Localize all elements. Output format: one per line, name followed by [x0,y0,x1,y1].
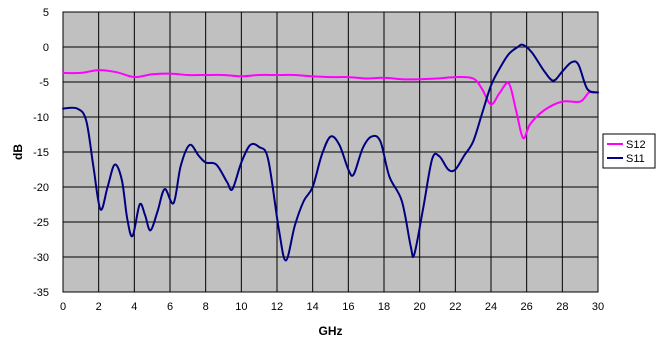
x-tick-label: 10 [235,301,247,313]
x-axis-ticks: 0 2 4 6 8 10 12 14 16 18 20 22 24 26 28 30 [60,301,604,313]
x-tick-label: 24 [485,301,497,313]
x-tick-label: 8 [203,301,209,313]
y-tick-label: -30 [33,252,49,264]
x-tick-label: 12 [271,301,283,313]
x-tick-label: 22 [449,301,461,313]
x-tick-label: 30 [592,301,604,313]
y-tick-label: 5 [43,7,49,19]
legend-box [602,133,656,169]
y-tick-label: -20 [33,182,49,194]
x-tick-label: 14 [307,301,319,313]
plot-frame [62,11,599,293]
x-tick-label: 18 [378,301,390,313]
series-line-s11 [62,43,599,262]
x-tick-label: 16 [342,301,354,313]
x-axis-title: GHz [319,324,343,338]
y-tick-label: 0 [43,42,49,54]
series-lines [62,43,599,262]
y-axis-ticks: 5 0 -5 -10 -15 -20 -25 -30 -35 [33,7,49,299]
x-tick-label: 20 [414,301,426,313]
series-line-s12 [62,69,599,140]
y-tick-label: -25 [33,217,49,229]
x-tick-label: 26 [521,301,533,313]
x-tick-label: 2 [96,301,102,313]
y-tick-label: -10 [33,112,49,124]
x-tick-label: 0 [60,301,66,313]
legend-label: S11 [626,153,645,165]
y-tick-label: -5 [39,77,49,89]
legend-label: S12 [626,139,646,151]
x-tick-label: 28 [556,301,568,313]
y-axis-title: dB [11,144,25,160]
x-tick-label: 6 [167,301,173,313]
x-tick-label: 4 [131,301,137,313]
y-tick-label: -35 [33,287,49,299]
y-tick-label: -15 [33,147,49,159]
